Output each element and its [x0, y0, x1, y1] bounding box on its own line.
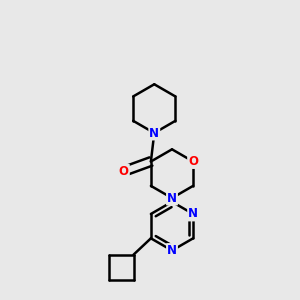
Text: O: O: [119, 165, 129, 178]
Text: N: N: [149, 127, 159, 140]
Text: N: N: [167, 192, 177, 205]
Text: N: N: [188, 208, 198, 220]
Text: O: O: [188, 155, 198, 168]
Text: N: N: [167, 244, 177, 257]
